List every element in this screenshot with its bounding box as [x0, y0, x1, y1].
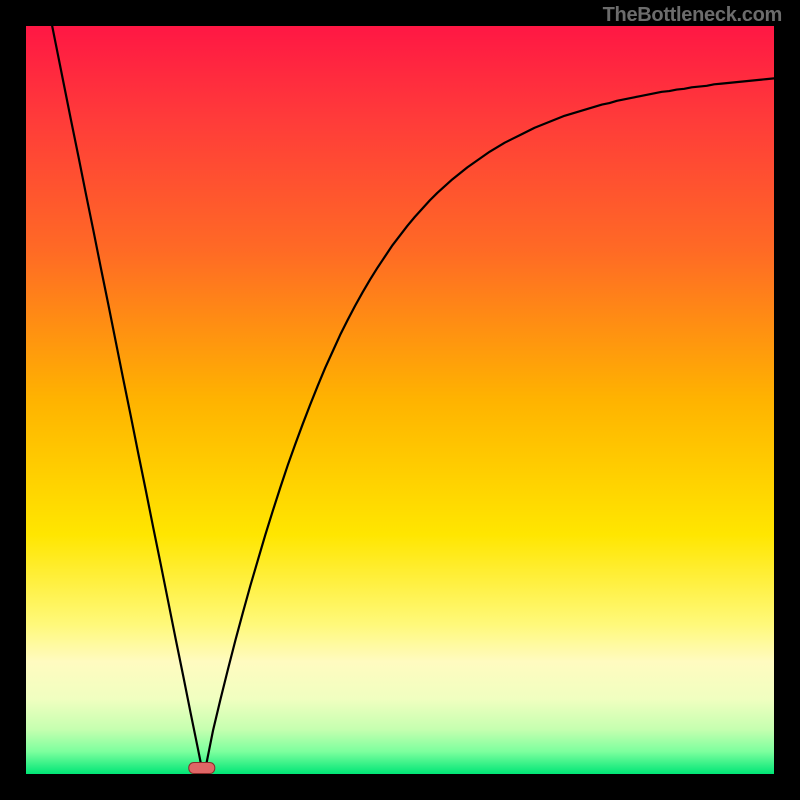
watermark-text: TheBottleneck.com [603, 4, 782, 27]
bottleneck-chart [0, 0, 800, 800]
